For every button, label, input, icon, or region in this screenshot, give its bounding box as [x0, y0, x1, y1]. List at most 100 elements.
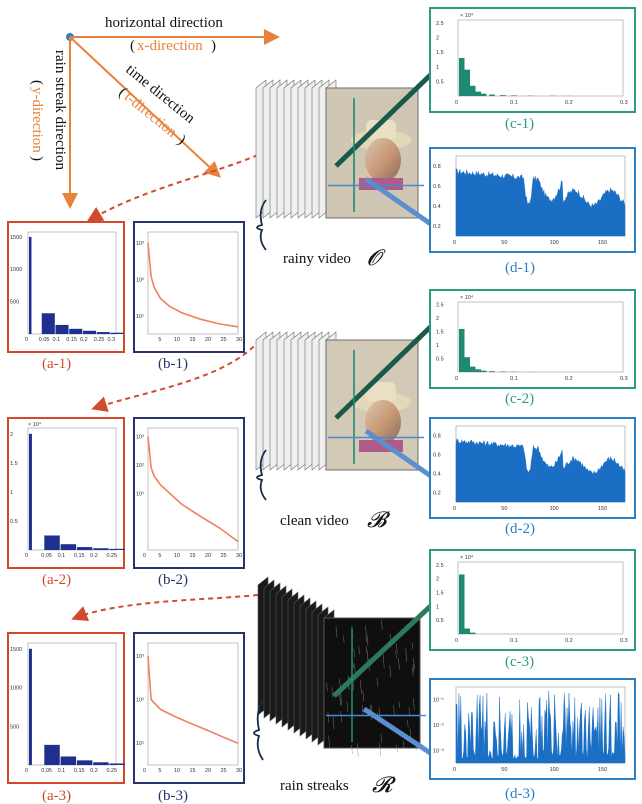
- x-tick-a-2: 0.1: [58, 553, 66, 559]
- hist-bar-c-1: [500, 95, 506, 96]
- x-tick-b-1: 20: [205, 337, 211, 343]
- x-tick-c-3: 0.1: [510, 638, 518, 644]
- hist-bar-a-3: [44, 744, 60, 765]
- x-tick-a-1: 0.1: [53, 337, 61, 343]
- x-tick-a-3: 0.1: [58, 768, 66, 774]
- plot-box-c-1: [457, 19, 624, 97]
- x-tick-b-2: 20: [205, 553, 211, 559]
- x-tick-b-3: 5: [158, 768, 161, 774]
- y-tick-c-1: 1.5: [436, 50, 444, 56]
- y-tick-d-1: 0.8: [433, 164, 441, 170]
- x-tick-c-2: 0: [455, 376, 458, 382]
- y-tick-c-3: 2.5: [436, 563, 444, 569]
- hist-bar-a-2: [109, 548, 125, 550]
- caption-b-1: (b-1): [158, 356, 188, 372]
- y-direction-paren-open: (: [29, 80, 45, 85]
- hist-bar-a-1: [69, 328, 83, 334]
- t-axis-arrow: [69, 36, 221, 178]
- y-tick-a-3: 1500: [10, 647, 22, 653]
- signal-area-d-3: [455, 690, 626, 764]
- y-tick-d-1: 0.4: [433, 204, 441, 210]
- x-tick-b-2: 15: [189, 553, 195, 559]
- rain-streak: [413, 658, 415, 669]
- signal-area-d-2: [455, 438, 626, 503]
- rain-streak: [358, 646, 360, 655]
- hist-bar-c-1: [511, 95, 517, 96]
- x-tick-c-3: 0.2: [565, 638, 573, 644]
- x-tick-c-1: 0.3: [620, 100, 628, 106]
- x-tick-b-3: 25: [220, 768, 226, 774]
- hist-bar-c-3: [464, 628, 470, 634]
- y-tick-c-2: 1.5: [436, 330, 444, 336]
- plot-box-c-3: [457, 561, 624, 635]
- rain-streak: [381, 619, 383, 630]
- rain-streak: [395, 643, 398, 654]
- y-tick-a-3: 500: [10, 724, 19, 730]
- x-tick-a-2: 0: [25, 553, 28, 559]
- hist-bar-c-2: [470, 366, 476, 372]
- y-tick-a-1: 500: [10, 300, 19, 306]
- rain-streak: [398, 701, 401, 709]
- y-tick-a-2: 2: [10, 432, 13, 438]
- x-tick-d-1: 50: [501, 240, 507, 246]
- x-tick-d-3: 100: [550, 767, 559, 773]
- x-direction-paren-open: (: [130, 38, 135, 54]
- x-tick-b-2: 5: [158, 553, 161, 559]
- hist-bar-a-1: [41, 313, 55, 334]
- y-tick-c-3: 1.5: [436, 590, 444, 596]
- plot-box-b-2: [147, 427, 239, 551]
- hist-bar-c-2: [475, 369, 481, 372]
- rainy-video-stack: [255, 56, 450, 251]
- x-tick-c-1: 0: [455, 100, 458, 106]
- caption-a-3: (a-3): [42, 788, 71, 804]
- x-tick-b-3: 10: [174, 768, 180, 774]
- direction-axes: horizontal direction ( x-direction ) tim…: [29, 15, 280, 209]
- y-tick-b-3: 10¹: [136, 741, 144, 747]
- hist-bar-a-3: [109, 763, 125, 765]
- chart-panel-a-1: 0 0.05 0.1 0.15 0.2 0.25 0.3 500 1000 1500: [7, 221, 125, 353]
- x-tick-b-1: 30: [236, 337, 242, 343]
- x-tick-d-3: 150: [598, 767, 607, 773]
- rain-streak: [353, 648, 355, 658]
- x-tick-b-1: 15: [189, 337, 195, 343]
- y-tick-c-2: 2: [436, 316, 439, 322]
- x-tick-c-2: 0.1: [510, 376, 518, 382]
- x-tick-a-2: 0.2: [90, 553, 98, 559]
- y-tick-b-1: 10²: [136, 277, 144, 283]
- plot-box-b-1: [147, 231, 239, 335]
- hist-bar-c-1: [489, 94, 495, 96]
- x-tick-a-2: 0.05: [41, 553, 52, 559]
- hist-bar-c-2: [459, 328, 465, 372]
- x-tick-d-3: 50: [501, 767, 507, 773]
- face-shape: [365, 400, 401, 444]
- rain-streak: [326, 682, 328, 692]
- y-tick-a-2: 1.5: [10, 461, 18, 467]
- chart-panel-d-1: 0 50 100 150 0.2 0.4 0.6 0.8: [429, 147, 636, 253]
- y-tick-c-1: 0.5: [436, 79, 444, 85]
- panel-frame-b-1: [133, 221, 245, 353]
- multiplier-c-3: × 10⁴: [460, 554, 474, 561]
- y-tick-d-2: 0.2: [433, 491, 441, 497]
- y-tick-a-1: 1000: [10, 267, 22, 273]
- hat-crown: [366, 382, 396, 402]
- caption-d-3: (d-3): [505, 786, 535, 802]
- x-tick-b-2: 25: [220, 553, 226, 559]
- rain-streak: [340, 692, 342, 705]
- x-tick-d-3: 0: [453, 767, 456, 773]
- y-tick-c-3: 1: [436, 604, 439, 610]
- caption-a-2: (a-2): [42, 572, 71, 588]
- rain-streak: [382, 654, 385, 668]
- caption-c-1: (c-1): [505, 116, 534, 132]
- y-tick-d-1: 0.6: [433, 184, 441, 190]
- chart-panel-a-2: 0 0.05 0.1 0.15 0.2 0.25 0.5 1 1.5 2 × 10⁴: [7, 417, 125, 569]
- y-tick-c-1: 2.5: [436, 21, 444, 27]
- x-tick-b-3: 0: [143, 768, 146, 774]
- rainy-video-symbol: 𝓞: [367, 245, 386, 270]
- rain-streak: [365, 646, 368, 654]
- hist-bar-c-1: [464, 69, 470, 96]
- rain-streaks-label: rain streaks: [280, 778, 349, 794]
- rain-streak: [365, 625, 367, 635]
- clean-video-symbol: 𝓑: [367, 507, 391, 532]
- hist-bar-c-1: [481, 93, 487, 96]
